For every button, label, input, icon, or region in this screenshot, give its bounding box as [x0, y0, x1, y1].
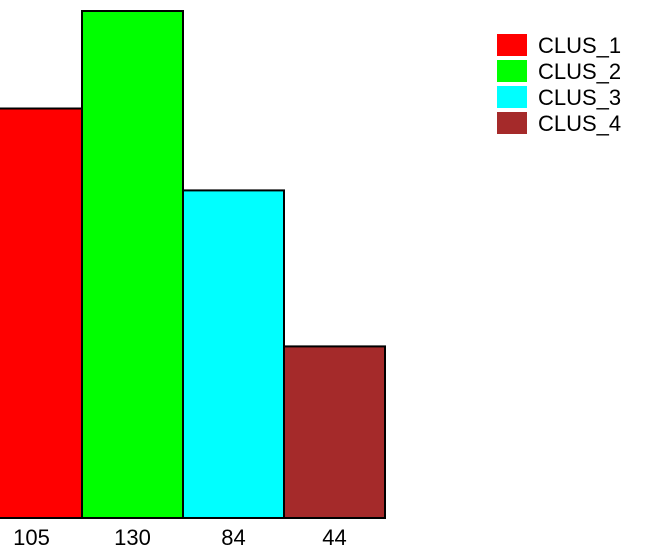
legend-label: CLUS_1 — [538, 33, 621, 58]
bar-clus-1 — [0, 107, 83, 519]
x-tick-label: 105 — [13, 525, 50, 549]
x-tick-label: 130 — [114, 525, 151, 549]
legend-swatch — [497, 34, 527, 56]
bars-group — [0, 10, 386, 519]
legend-label: CLUS_4 — [538, 111, 621, 136]
legend-label: CLUS_2 — [538, 59, 621, 84]
bar-clus-4 — [283, 345, 386, 519]
legend-swatch — [497, 112, 527, 134]
bar-clus-3 — [182, 189, 285, 519]
legend-swatch — [497, 60, 527, 82]
legend-label: CLUS_3 — [538, 85, 621, 110]
x-tick-label: 84 — [221, 525, 245, 549]
bar-clus-2 — [81, 10, 184, 519]
legend-swatch — [497, 86, 527, 108]
x-tick-label: 44 — [322, 525, 346, 549]
x-tick-labels: 105 130 84 44 — [13, 525, 347, 549]
